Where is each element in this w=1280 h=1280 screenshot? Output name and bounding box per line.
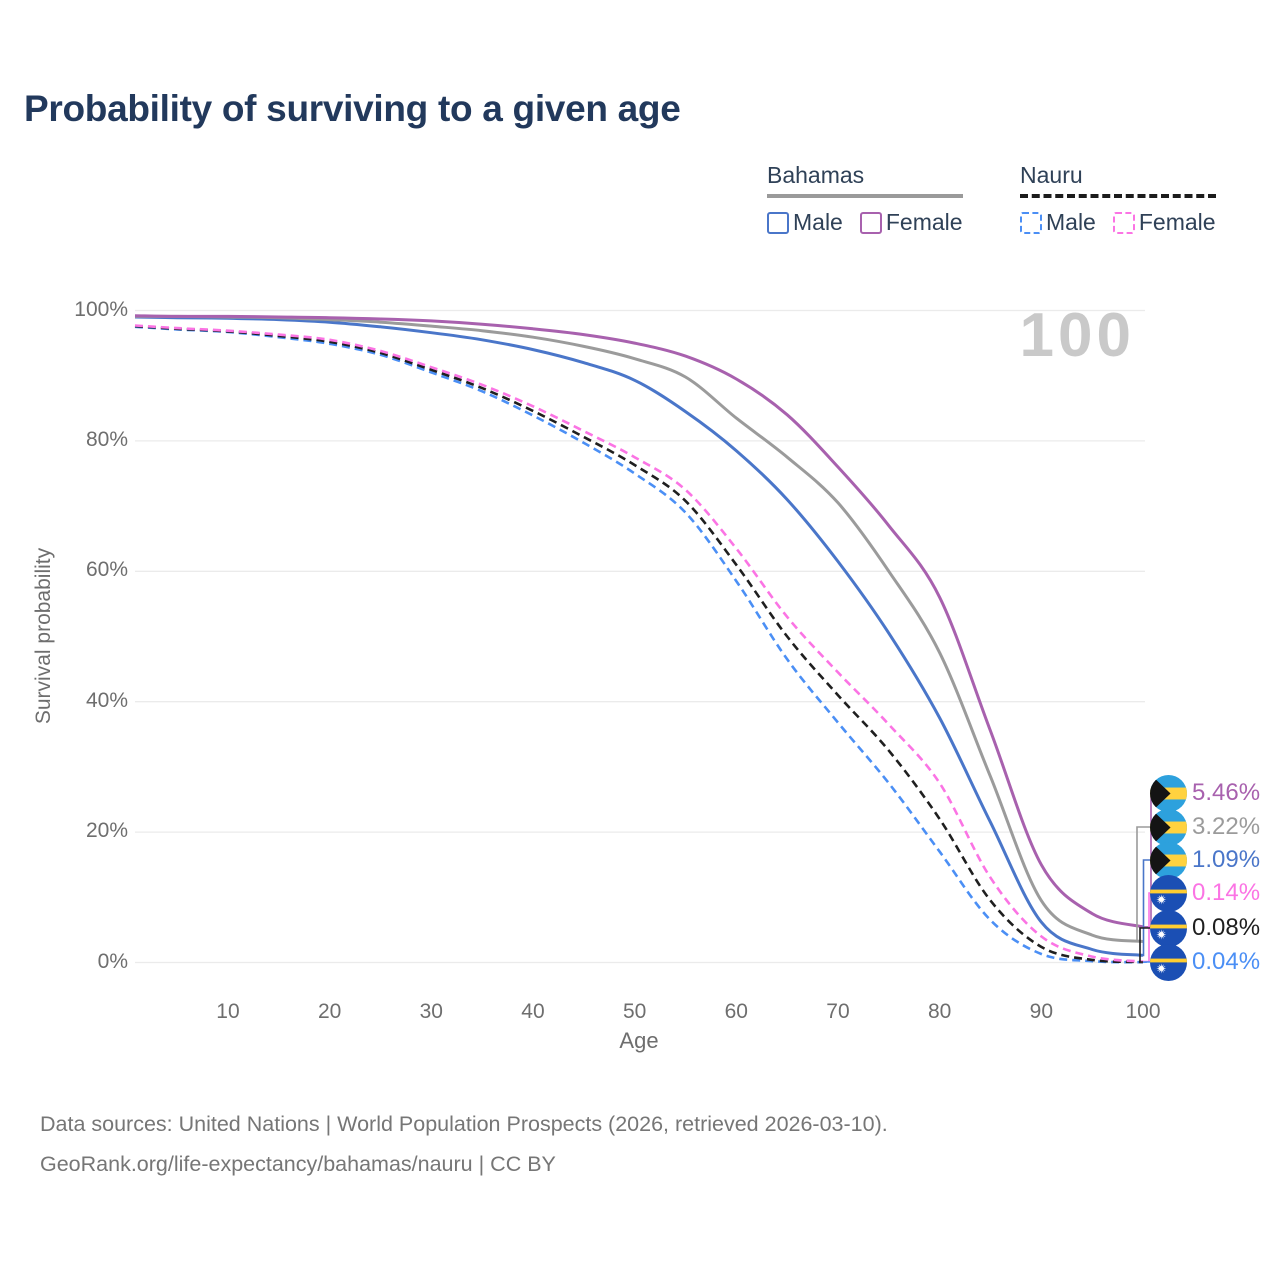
- bahamas-flag-icon: [1150, 841, 1187, 879]
- x-tick-label-20: 20: [317, 1000, 342, 1023]
- x-tick-label-40: 40: [521, 1000, 545, 1023]
- y-tick-label-100: 100%: [74, 297, 128, 321]
- legend-group-bahamas: Bahamas Male Female: [767, 162, 963, 236]
- end-label-nauru-female: 0.14%: [1150, 874, 1260, 912]
- hovered-age-watermark: 100: [1019, 301, 1135, 370]
- end-label-nauru-both-sexes: 0.08%: [1150, 909, 1260, 947]
- end-label-value: 3.22%: [1192, 813, 1261, 840]
- end-label-connector-nauru-both-sexes: [1139, 927, 1150, 963]
- y-tick-label-40: 40%: [85, 688, 128, 712]
- legend-country-bahamas: Bahamas: [767, 162, 865, 188]
- legend-items-bahamas: Male Female: [767, 209, 963, 236]
- legend-label-bahamas-male: Male: [793, 209, 843, 235]
- series-line-bahamas-both-sexes[interactable]: [134, 314, 1144, 943]
- legend-group-nauru: Nauru Male Female: [1020, 162, 1216, 236]
- legend-country-nauru: Nauru: [1020, 162, 1083, 188]
- series-line-bahamas-female[interactable]: [134, 314, 1144, 929]
- y-tick-label-60: 60%: [85, 558, 128, 582]
- series-line-nauru-both-sexes[interactable]: [134, 324, 1144, 964]
- end-label-value: 5.46%: [1192, 779, 1261, 806]
- legend-item-nauru-male[interactable]: Male: [1020, 209, 1096, 236]
- legend-line-sample-dashed: [1020, 194, 1216, 198]
- legend-item-bahamas-female[interactable]: Female: [859, 209, 963, 236]
- end-label-bahamas-male: 1.09%: [1150, 841, 1260, 879]
- x-tick-label-50: 50: [622, 1000, 647, 1023]
- legend-label-nauru-female: Female: [1138, 209, 1216, 235]
- bahamas-flag-icon: [1150, 774, 1187, 812]
- legend-swatch-bahamas-male[interactable]: [767, 211, 789, 234]
- end-label-value: 0.08%: [1192, 914, 1261, 941]
- legend-swatch-bahamas-female[interactable]: [859, 211, 882, 234]
- attribution-line: GeoRank.org/life-expectancy/bahamas/naur…: [40, 1152, 556, 1176]
- bahamas-flag-icon: [1150, 808, 1187, 846]
- end-label-bahamas-both-sexes: 3.22%: [1150, 808, 1260, 846]
- chart-title: Probability of surviving to a given age: [24, 88, 681, 129]
- end-label-connector-bahamas-male: [1142, 859, 1150, 957]
- nauru-flag-icon: [1150, 943, 1187, 981]
- end-label-nauru-male: 0.04%: [1150, 943, 1260, 981]
- x-tick-label-60: 60: [724, 1000, 748, 1023]
- end-label-value: 0.04%: [1192, 948, 1261, 975]
- y-tick-label-20: 20%: [85, 819, 128, 843]
- x-tick-label-100: 100: [1125, 1000, 1161, 1023]
- legend-item-nauru-female[interactable]: Female: [1112, 209, 1216, 236]
- legend-line-sample-solid: [767, 194, 963, 198]
- x-tick-label-70: 70: [826, 1000, 850, 1023]
- data-sources-line: Data sources: United Nations | World Pop…: [40, 1112, 888, 1136]
- x-axis-title: Age: [619, 1028, 659, 1053]
- series-line-nauru-female[interactable]: [134, 324, 1144, 963]
- end-label-bahamas-female: 5.46%: [1150, 774, 1260, 812]
- y-tick-label-80: 80%: [85, 427, 128, 451]
- y-tick-label-0: 0%: [97, 949, 128, 973]
- x-tick-label-90: 90: [1029, 1000, 1053, 1023]
- footer: Data sources: United Nations | World Pop…: [40, 1104, 888, 1184]
- x-tick-label-10: 10: [216, 1000, 240, 1023]
- legend-swatch-nauru-male[interactable]: [1020, 211, 1042, 234]
- end-label-value: 1.09%: [1192, 846, 1261, 873]
- x-tick-label-30: 30: [419, 1000, 443, 1023]
- x-tick-label-80: 80: [927, 1000, 952, 1023]
- nauru-flag-icon: [1150, 909, 1187, 947]
- legend-swatch-nauru-female[interactable]: [1112, 211, 1135, 234]
- series-line-nauru-male[interactable]: [134, 325, 1144, 964]
- legend-label-nauru-male: Male: [1046, 209, 1096, 235]
- end-label-value: 0.14%: [1192, 879, 1261, 906]
- nauru-flag-icon: [1150, 874, 1187, 912]
- legend-label-bahamas-female: Female: [885, 209, 963, 235]
- series-line-bahamas-male[interactable]: [134, 315, 1144, 957]
- legend-items-nauru: Male Female: [1020, 209, 1216, 236]
- legend-item-bahamas-male[interactable]: Male: [767, 209, 843, 236]
